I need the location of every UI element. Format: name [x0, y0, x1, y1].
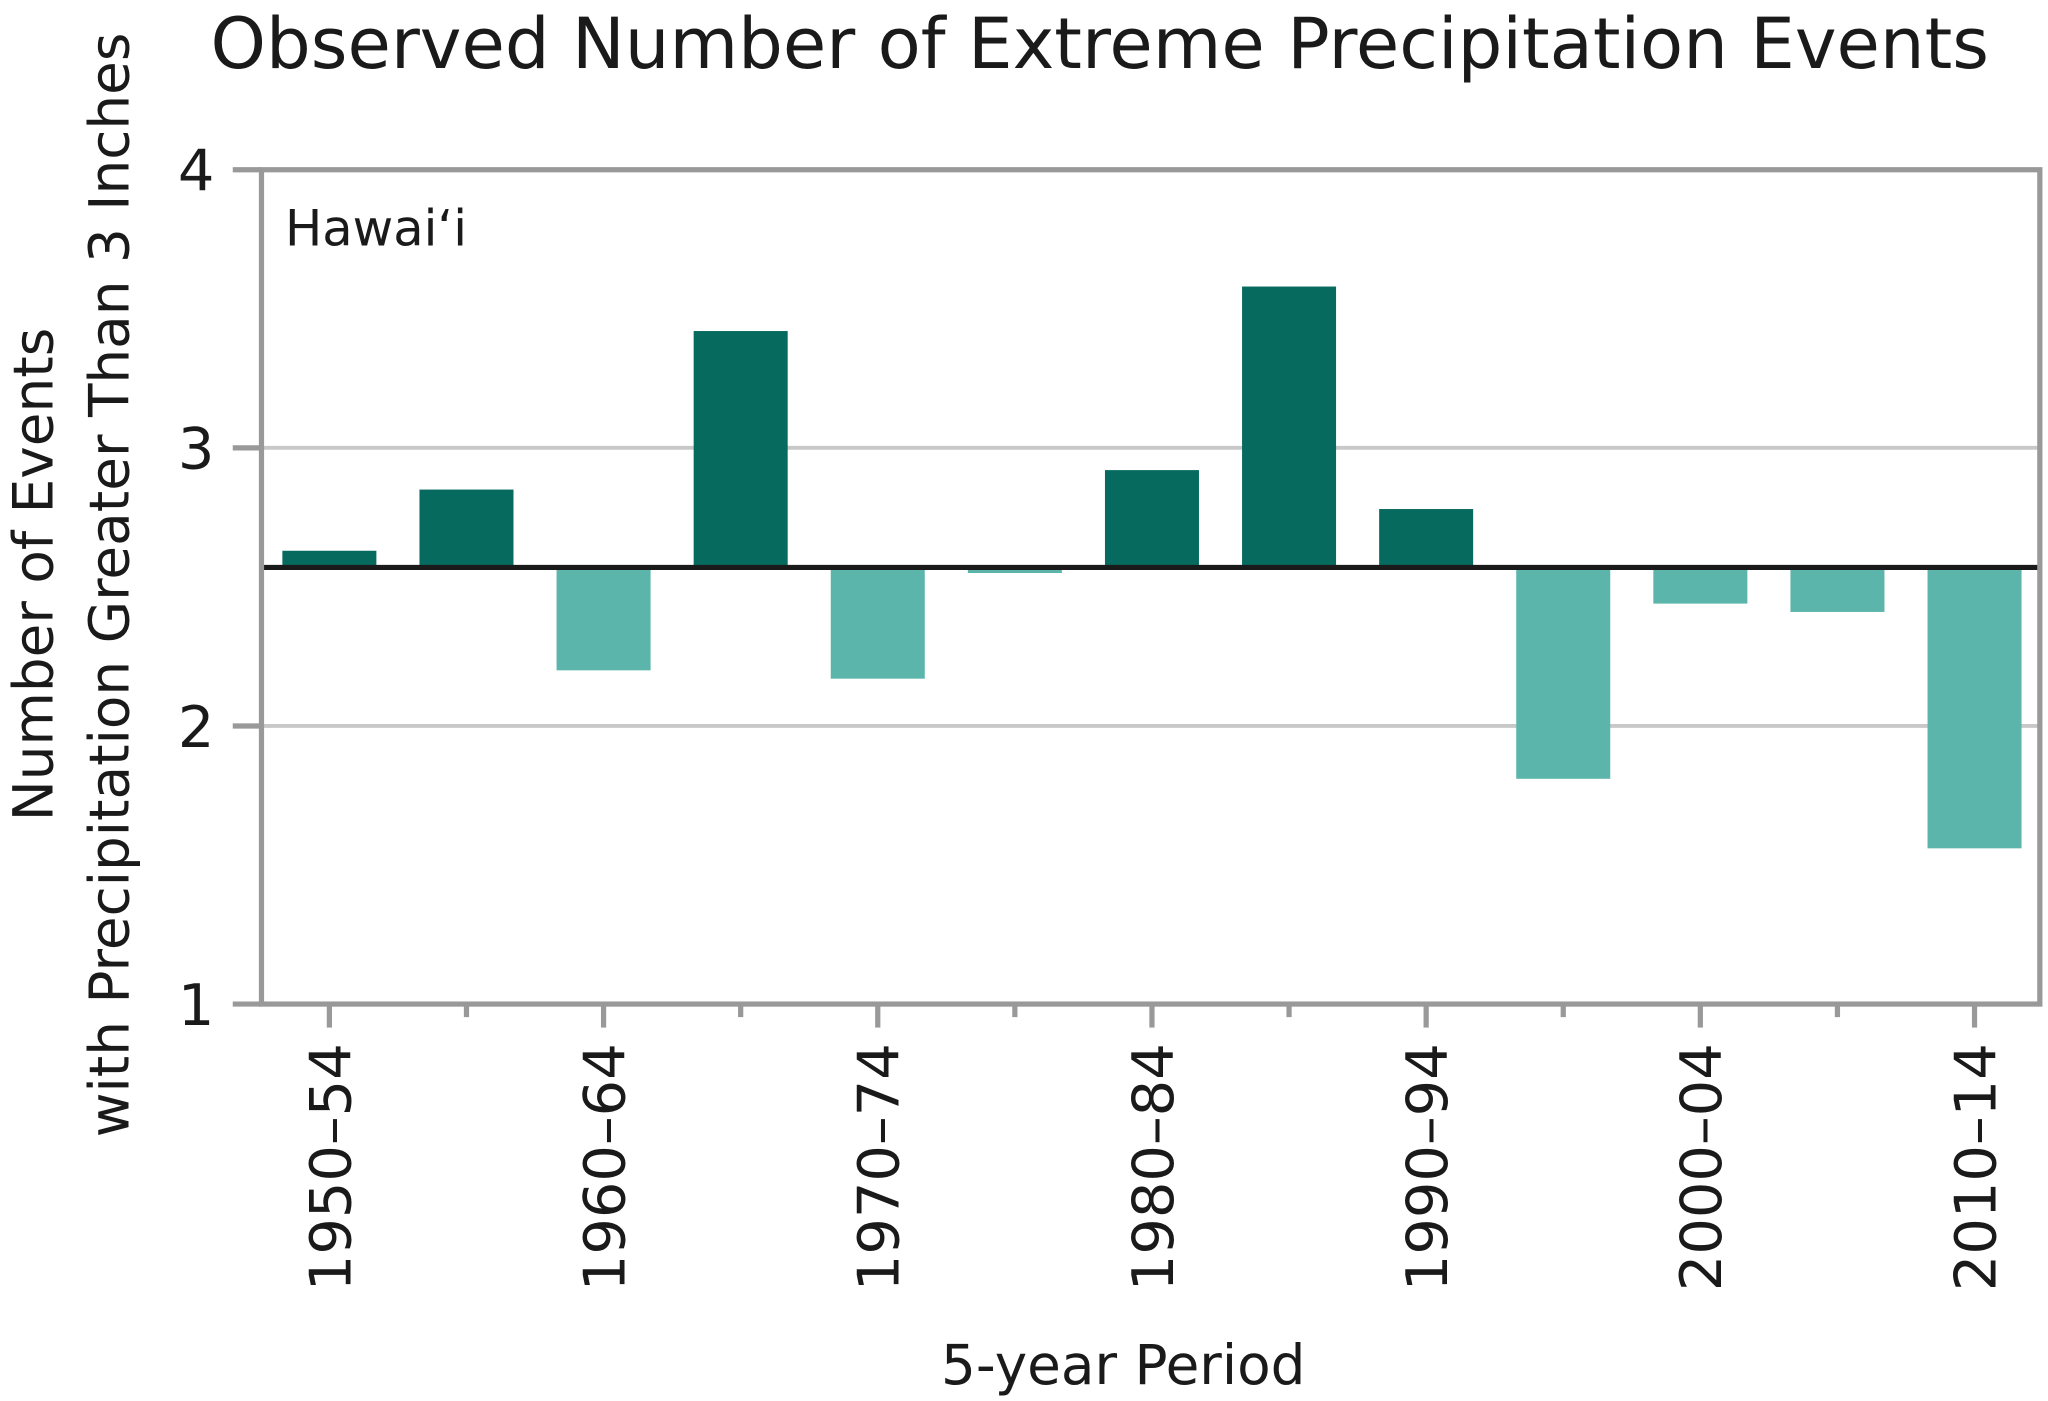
bars	[282, 286, 2022, 849]
y-tick-label: 3	[178, 416, 215, 483]
bar	[1379, 509, 1474, 568]
chart-title: Observed Number of Extreme Precipitation…	[210, 3, 1989, 85]
gridlines	[261, 445, 2040, 728]
y-axis-label-line2: with Precipitation Greater Than 3 Inches	[77, 33, 141, 1138]
y-tick-label: 2	[178, 694, 215, 761]
plot-frame	[258, 167, 2043, 1007]
x-tick-label: 1990–94	[1394, 1043, 1461, 1291]
bar	[419, 489, 514, 568]
bar	[967, 567, 1062, 573]
y-axis: 1 2 3 4	[178, 138, 262, 1039]
bar	[1790, 567, 1885, 612]
x-tick-label: 1960–64	[571, 1043, 638, 1291]
bar	[1516, 567, 1611, 779]
bar	[1653, 567, 1748, 604]
x-axis-label: 5-year Period	[941, 1333, 1305, 1397]
region-annotation: Hawai‘i	[285, 199, 467, 257]
bar	[1242, 286, 1337, 568]
y-tick-label: 4	[178, 138, 215, 205]
x-tick-label: 1970–74	[846, 1043, 913, 1291]
bar	[282, 550, 377, 568]
x-axis: 1950–54 1960–64 1970–74 1980–84 1990–94 2000–…	[297, 1004, 2009, 1291]
bar	[1927, 567, 2022, 849]
bar	[1104, 470, 1199, 568]
y-tick-label: 1	[178, 972, 215, 1039]
bar	[693, 331, 788, 568]
x-tick-label: 1980–84	[1120, 1043, 1187, 1291]
x-tick-label: 1950–54	[297, 1043, 364, 1291]
bar	[556, 567, 651, 671]
y-axis-label-line1: Number of Events	[2, 328, 66, 822]
bar	[830, 567, 925, 679]
x-tick-label: 2000–04	[1668, 1043, 1735, 1291]
x-tick-label: 2010–14	[1942, 1043, 2009, 1291]
